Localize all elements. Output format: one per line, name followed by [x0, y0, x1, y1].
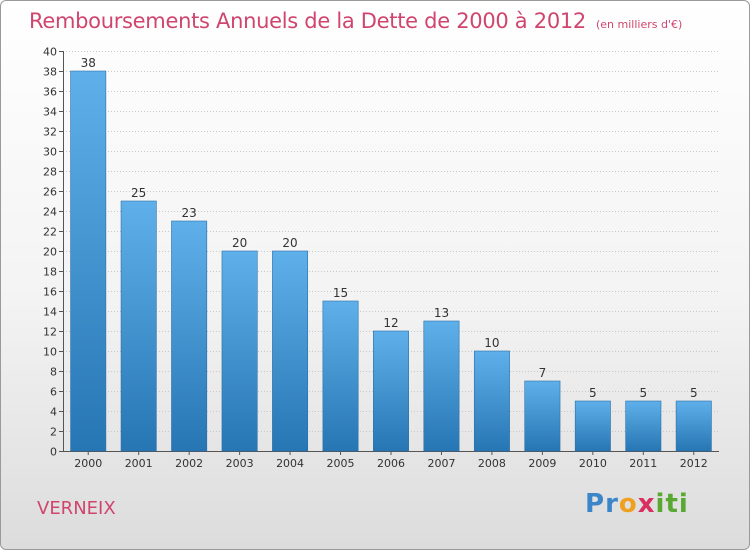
- x-tick-label-2012: 2012: [680, 457, 708, 470]
- chart-title: Remboursements Annuels de la Dette de 20…: [29, 9, 586, 33]
- y-tick-label: 12: [43, 326, 57, 339]
- bar-2000: [70, 70, 107, 452]
- data-label-2006: 12: [383, 316, 398, 330]
- y-tick-label: 24: [43, 206, 57, 219]
- data-label-2000: 38: [81, 56, 96, 70]
- x-tick-label-2000: 2000: [74, 457, 102, 470]
- y-tick-label: 10: [43, 346, 57, 359]
- y-tick-label: 22: [43, 226, 57, 239]
- x-tick-label-2009: 2009: [528, 457, 556, 470]
- y-tick-label: 40: [43, 46, 57, 59]
- logo-letter: r: [605, 489, 619, 519]
- x-tick-label-2008: 2008: [478, 457, 506, 470]
- x-axis-ticks: 2000 2001 2002 2003 2004 2005 2006 2007 2008 2009…: [74, 451, 708, 470]
- bar-2001: [120, 200, 157, 452]
- y-tick-label: 34: [43, 106, 57, 119]
- x-tick-label-2006: 2006: [377, 457, 405, 470]
- bar-2010: [574, 400, 611, 452]
- y-tick-label: 16: [43, 286, 57, 299]
- y-tick-label: 36: [43, 86, 57, 99]
- data-label-2008: 10: [484, 336, 499, 350]
- data-label-2010: 5: [589, 386, 597, 400]
- bar-2004: [272, 250, 309, 452]
- logo-letter: i: [678, 489, 689, 519]
- logo-letter: i: [655, 489, 666, 519]
- y-tick-label: 2: [50, 426, 57, 439]
- data-label-2009: 7: [539, 366, 547, 380]
- data-label-2004: 20: [282, 236, 297, 250]
- bar-2008: [473, 350, 510, 452]
- x-tick-label-2011: 2011: [629, 457, 657, 470]
- y-tick-label: 18: [43, 266, 57, 279]
- data-label-2007: 13: [434, 306, 449, 320]
- data-label-2002: 23: [182, 206, 197, 220]
- data-label-2011: 5: [639, 386, 647, 400]
- x-tick-label-2007: 2007: [427, 457, 455, 470]
- x-tick-label-2003: 2003: [226, 457, 254, 470]
- bar-2012: [675, 400, 712, 452]
- logo-letter: x: [637, 489, 656, 519]
- x-tick-label-2005: 2005: [327, 457, 355, 470]
- data-label-2012: 5: [690, 386, 698, 400]
- logo-letter: t: [665, 489, 679, 519]
- chart-subtitle: (en milliers d'€): [596, 18, 683, 31]
- bars: [70, 70, 712, 452]
- bar-2006: [373, 330, 409, 452]
- logo-letter: P: [585, 489, 606, 519]
- y-tick-label: 8: [50, 366, 57, 379]
- logo-letter: o: [618, 489, 638, 519]
- commune-name: VERNEIX: [37, 498, 116, 519]
- y-tick-label: 0: [50, 446, 57, 459]
- chart-title-block: Remboursements Annuels de la Dette de 20…: [29, 9, 682, 33]
- y-tick-label: 20: [43, 246, 57, 259]
- x-tick-label-2002: 2002: [175, 457, 203, 470]
- y-tick-label: 26: [43, 186, 57, 199]
- x-tick-label-2004: 2004: [276, 457, 304, 470]
- proxiti-logo: Proxiti: [585, 489, 689, 519]
- data-label-2001: 25: [131, 186, 146, 200]
- x-tick-label-2001: 2001: [125, 457, 153, 470]
- bar-2009: [524, 380, 561, 452]
- x-tick-label-2010: 2010: [579, 457, 607, 470]
- bar-2003: [221, 250, 258, 452]
- bar-2011: [625, 400, 662, 452]
- y-tick-label: 14: [43, 306, 57, 319]
- bar-2007: [423, 320, 460, 452]
- y-tick-label: 28: [43, 166, 57, 179]
- bar-2002: [171, 220, 208, 452]
- y-tick-label: 38: [43, 66, 57, 79]
- data-label-2003: 20: [232, 236, 247, 250]
- y-tick-label: 30: [43, 146, 57, 159]
- y-tick-label: 6: [50, 386, 57, 399]
- data-label-2005: 15: [333, 286, 348, 300]
- data-labels: 38 25 23 20 20 15 12 13 10 7 5 5 5: [81, 56, 698, 400]
- y-tick-label: 32: [43, 126, 57, 139]
- y-tick-label: 4: [50, 406, 57, 419]
- bar-2005: [322, 300, 359, 452]
